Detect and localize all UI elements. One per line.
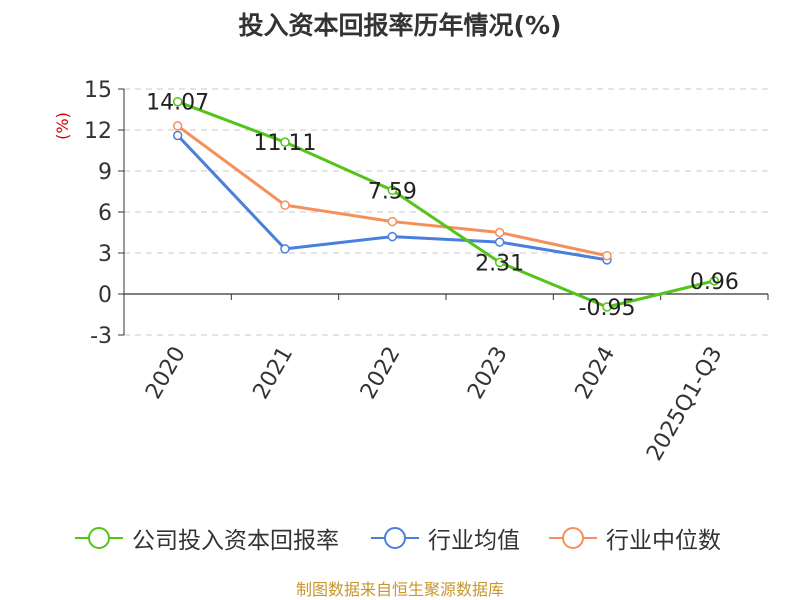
data-point [280,137,290,147]
y-tick-label: 3 [98,242,112,267]
legend-swatch [75,527,123,549]
x-tick-label: 2021 [249,343,299,404]
source-note: 制图数据来自恒生聚源数据库 [295,580,504,599]
data-point [494,237,505,247]
legend-item: 行业均值 [370,518,520,558]
data-point [387,216,398,227]
legend-swatch [549,527,597,549]
data-point [387,231,398,242]
data-label: 14.07 [146,91,209,116]
y-axis-label: (%) [53,112,72,140]
legend-label: 行业均值 [428,528,520,554]
data-point [602,250,612,261]
x-tick-label: 2020 [141,343,191,404]
data-label: 7.59 [368,179,417,204]
legend-label: 行业中位数 [606,528,721,554]
data-point [172,96,183,107]
data-point [280,200,290,210]
y-tick-label: -3 [90,324,112,349]
y-tick-label: 9 [98,160,112,185]
legend-label: 公司投入资本回报率 [132,528,339,554]
y-tick-label: 12 [84,119,112,144]
data-label: 2.31 [475,251,524,276]
chart-title: 投入资本回报率历年情况(%) [238,11,562,40]
data-point [494,227,505,238]
x-tick-label: 2023 [463,342,513,403]
y-tick-label: 6 [98,201,112,226]
data-point [602,302,612,312]
legend-item: 行业中位数 [548,518,721,558]
x-tick-label: 2022 [356,343,406,404]
data-point [494,257,505,268]
data-point [387,185,398,196]
data-point [172,121,183,131]
data-label: 11.11 [254,131,317,156]
data-point [280,244,290,254]
y-tick-label: 15 [84,78,112,103]
legend-item: 公司投入资本回报率 [74,518,339,558]
y-tick-label: 0 [98,283,112,308]
data-point [172,130,183,141]
x-tick-label: 2025Q1-Q3 [642,343,727,466]
data-label: 0.96 [690,270,739,295]
legend: 公司投入资本回报率 行业均值 行业中位数 [0,518,800,558]
data-point [709,276,720,286]
legend-swatch [371,527,419,549]
x-tick-label: 2024 [571,343,621,404]
data-label: -0.95 [579,296,636,321]
series-line-1 [177,100,715,309]
